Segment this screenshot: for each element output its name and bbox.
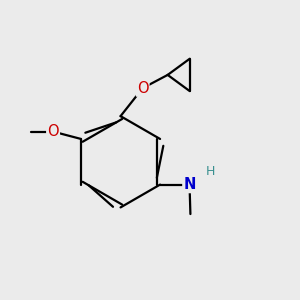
Text: O: O: [47, 124, 59, 139]
Text: H: H: [206, 165, 215, 178]
Text: N: N: [183, 177, 196, 192]
Text: O: O: [137, 81, 148, 96]
